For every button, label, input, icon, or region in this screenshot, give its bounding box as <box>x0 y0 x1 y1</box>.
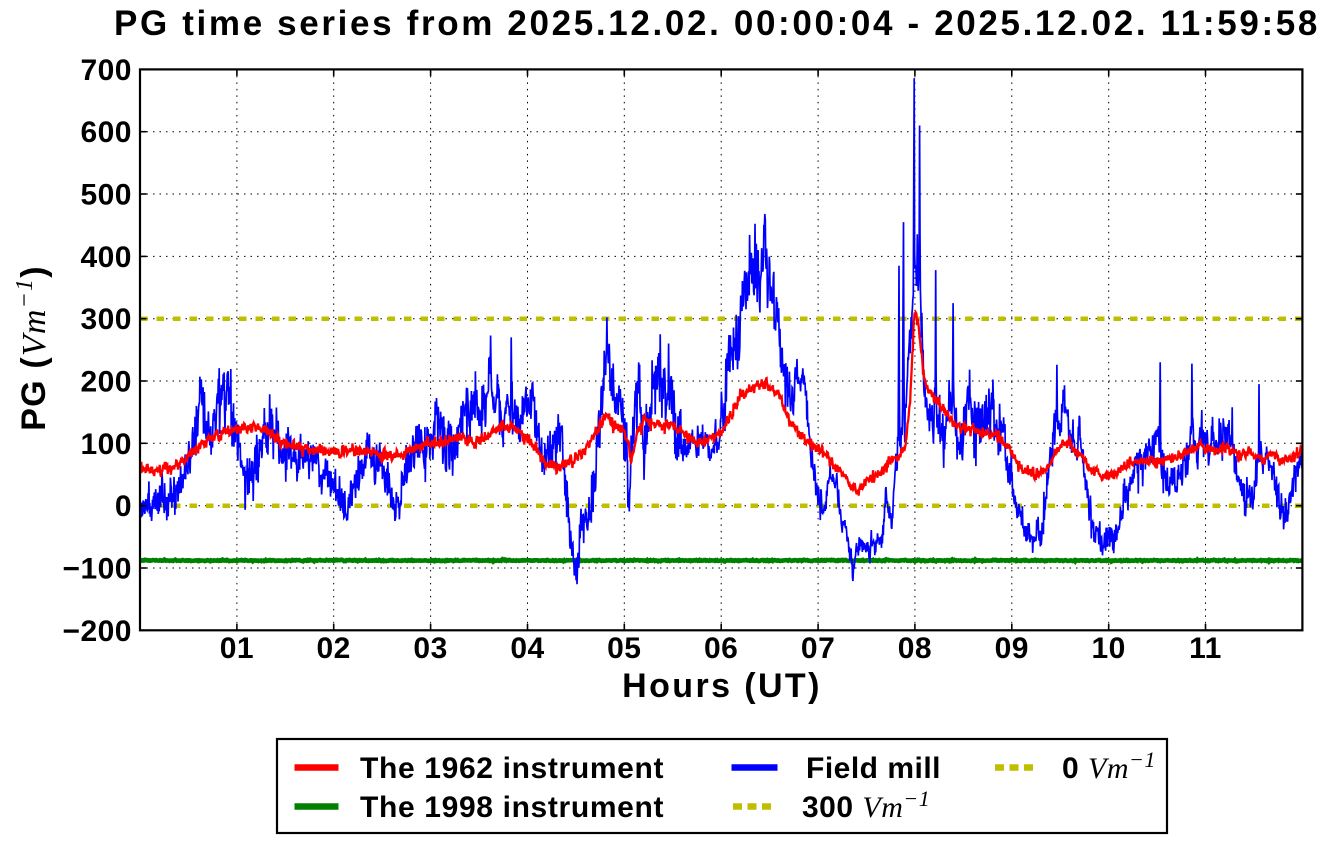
svg-text:08: 08 <box>898 632 932 665</box>
svg-text:01: 01 <box>220 632 254 665</box>
svg-text:600: 600 <box>80 116 132 149</box>
svg-text:07: 07 <box>801 632 835 665</box>
svg-text:300 Vm−1: 300 Vm−1 <box>802 786 930 824</box>
svg-text:700: 700 <box>80 54 132 87</box>
svg-text:Field mill: Field mill <box>806 752 941 785</box>
svg-text:The 1998 instrument: The 1998 instrument <box>360 791 664 824</box>
svg-text:03: 03 <box>413 632 447 665</box>
svg-text:−200: −200 <box>62 615 132 648</box>
svg-text:10: 10 <box>1092 632 1126 665</box>
svg-text:0: 0 <box>115 490 132 523</box>
svg-text:300: 300 <box>80 303 132 336</box>
svg-text:100: 100 <box>80 428 132 461</box>
svg-text:400: 400 <box>80 241 132 274</box>
svg-text:09: 09 <box>995 632 1029 665</box>
svg-text:05: 05 <box>607 632 641 665</box>
svg-text:200: 200 <box>80 366 132 399</box>
svg-text:500: 500 <box>80 179 132 212</box>
svg-text:The 1962 instrument: The 1962 instrument <box>360 752 664 785</box>
svg-text:06: 06 <box>704 632 738 665</box>
svg-text:−100: −100 <box>62 553 132 586</box>
svg-text:04: 04 <box>510 632 544 665</box>
svg-text:02: 02 <box>317 632 351 665</box>
svg-text:11: 11 <box>1189 632 1222 665</box>
svg-text:PG time series from 2025.12.02: PG time series from 2025.12.02. 00:00:04… <box>114 4 1320 43</box>
svg-text:0 Vm−1: 0 Vm−1 <box>1062 747 1156 785</box>
svg-text:Hours (UT): Hours (UT) <box>622 667 822 705</box>
